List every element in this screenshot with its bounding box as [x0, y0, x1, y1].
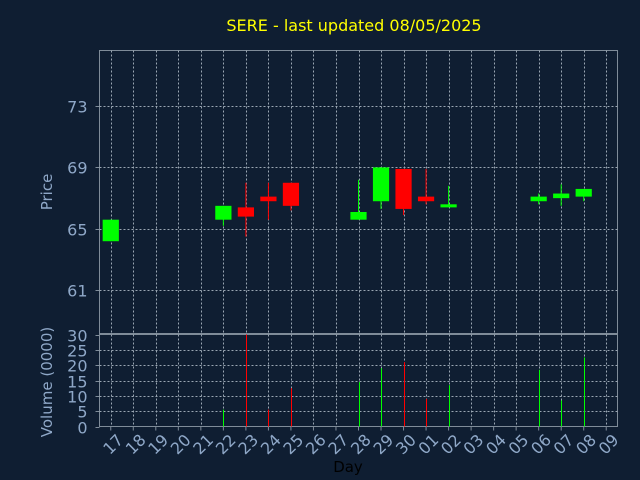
candle-body	[282, 182, 300, 206]
candle-29	[372, 167, 390, 209]
chart-title: SERE - last updated 08/05/2025	[226, 16, 481, 35]
candle-24	[260, 182, 277, 220]
volume-bar-29	[381, 368, 382, 427]
volume-axis-label: Volume (0000)	[38, 327, 56, 437]
price-tick-label: 69	[67, 159, 87, 178]
candle-22	[215, 205, 232, 226]
candle-body	[575, 188, 592, 197]
candle-body	[553, 193, 570, 199]
candle-25	[282, 182, 300, 211]
candle-body	[417, 196, 435, 202]
candle-23	[237, 182, 254, 237]
volume-tick-label: 0	[77, 419, 87, 438]
volume-bar-30	[404, 362, 405, 427]
candle-body	[260, 196, 277, 202]
candlesticks	[102, 167, 592, 242]
volume-tick-label: 20	[67, 357, 87, 376]
candle-body	[102, 219, 119, 242]
volume-tick-label: 25	[67, 342, 87, 361]
candle-07	[553, 184, 570, 206]
day-axis-label: Day	[333, 458, 363, 476]
volume-tick-label: 5	[77, 403, 87, 422]
candle-17	[102, 219, 119, 242]
volume-bar-25	[291, 388, 292, 427]
candle-body	[395, 168, 412, 209]
volume-tick-label: 15	[67, 373, 87, 392]
candle-30	[395, 168, 412, 216]
volume-bar-02	[449, 385, 450, 427]
volume-bar-06	[539, 369, 540, 427]
volume-tick-label: 30	[67, 327, 87, 346]
candle-body	[237, 207, 254, 217]
volume-bar-22	[223, 409, 224, 427]
price-y-ticks: 61 65 69 73	[67, 98, 100, 301]
price-tick-label: 65	[67, 221, 87, 240]
candle-06	[530, 193, 547, 205]
volume-bar-23	[246, 334, 247, 427]
price-axis-label: Price	[38, 174, 56, 211]
price-plot-frame	[99, 50, 618, 334]
volume-tick-label: 10	[67, 388, 87, 407]
volume-bar-01	[426, 398, 427, 427]
candle-body	[350, 211, 367, 220]
candle-02	[440, 185, 457, 208]
volume-bar-07	[561, 400, 562, 427]
day-tick-label: 09	[595, 430, 623, 458]
candle-28	[350, 179, 367, 220]
candle-body	[530, 196, 547, 202]
price-tick-label: 61	[67, 282, 87, 301]
candle-08	[575, 188, 592, 202]
volume-bar-24	[268, 409, 269, 427]
price-panel: 61 65 69 73 Price	[38, 50, 618, 334]
candle-01	[417, 168, 435, 205]
price-tick-label: 73	[67, 98, 87, 117]
candle-body	[215, 205, 232, 220]
volume-bar-08	[584, 357, 585, 427]
candle-body	[372, 167, 390, 202]
volume-bars	[223, 334, 585, 427]
candle-body	[440, 204, 457, 208]
volume-bar-28	[359, 382, 360, 427]
day-x-ticks: 1718192021222324252627282930010203040506…	[99, 426, 623, 458]
